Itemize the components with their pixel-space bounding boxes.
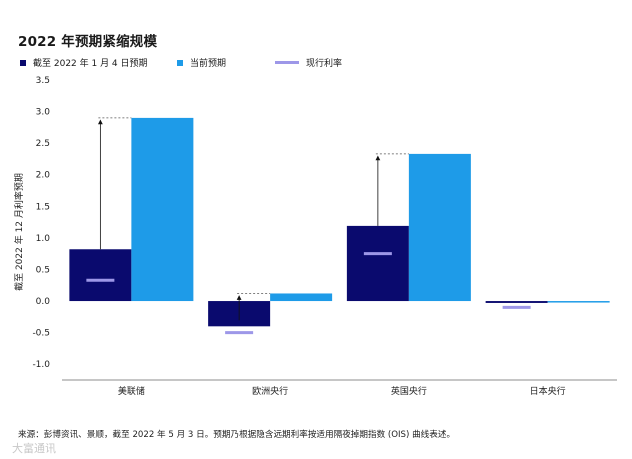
bar-current-expectation [408,153,471,302]
y-tick-label: 1.5 [36,202,50,212]
x-tick-label: 英国央行 [391,385,427,397]
y-tick-label: -0.5 [32,329,50,339]
y-tick-label: 0.5 [36,265,50,275]
legend-label-current-rate: 现行利率 [306,59,343,69]
bar-current-expectation [547,301,610,303]
bar-current-expectation [270,293,333,302]
y-tick-label: 2.5 [36,139,50,149]
bar-jan-expectation [485,301,548,303]
legend-label-current: 当前预期 [190,59,227,69]
x-tick-label: 欧洲央行 [252,385,288,397]
y-tick-label: 1.0 [36,234,51,244]
legend-item-current-expectation: 当前预期 [177,56,226,69]
legend-item-current-rate: 现行利率 [275,56,342,69]
y-tick-label: 2.0 [36,171,51,181]
bar-jan-expectation [69,249,132,302]
legend-item-jan-expectation: 截至 2022 年 1 月 4 日预期 [20,56,148,69]
legend-swatch-current [177,59,183,66]
y-axis-label: 截至 2022 年 12 月利率预期 [13,173,25,291]
watermark: 大富通讯 [12,442,56,455]
y-tick-label: -1.0 [32,360,50,370]
source-note: 来源：彭博资讯、景顺，截至 2022 年 5 月 3 日。预期乃根据隐含远期利率… [18,430,456,440]
legend-swatch-jan [20,59,26,66]
bar-jan-expectation [346,225,409,302]
legend-label-jan: 截至 2022 年 1 月 4 日预期 [33,59,148,69]
bar-chart: 3.5 3.0 2.5 2.0 1.5 1.0 0.5 0.0 -0.5 -1.0 美联储 欧洲央行… [13,76,617,397]
y-tick-label: 0.0 [36,297,51,307]
bar-current-expectation [131,117,194,302]
chart-title: 2022 年预期紧缩规模 [18,34,158,50]
y-tick-label: 3.5 [36,76,50,86]
x-tick-label: 日本央行 [530,385,566,397]
x-tick-label: 美联储 [118,385,145,397]
legend-line-current-rate [275,61,299,64]
y-tick-label: 3.0 [36,108,51,118]
